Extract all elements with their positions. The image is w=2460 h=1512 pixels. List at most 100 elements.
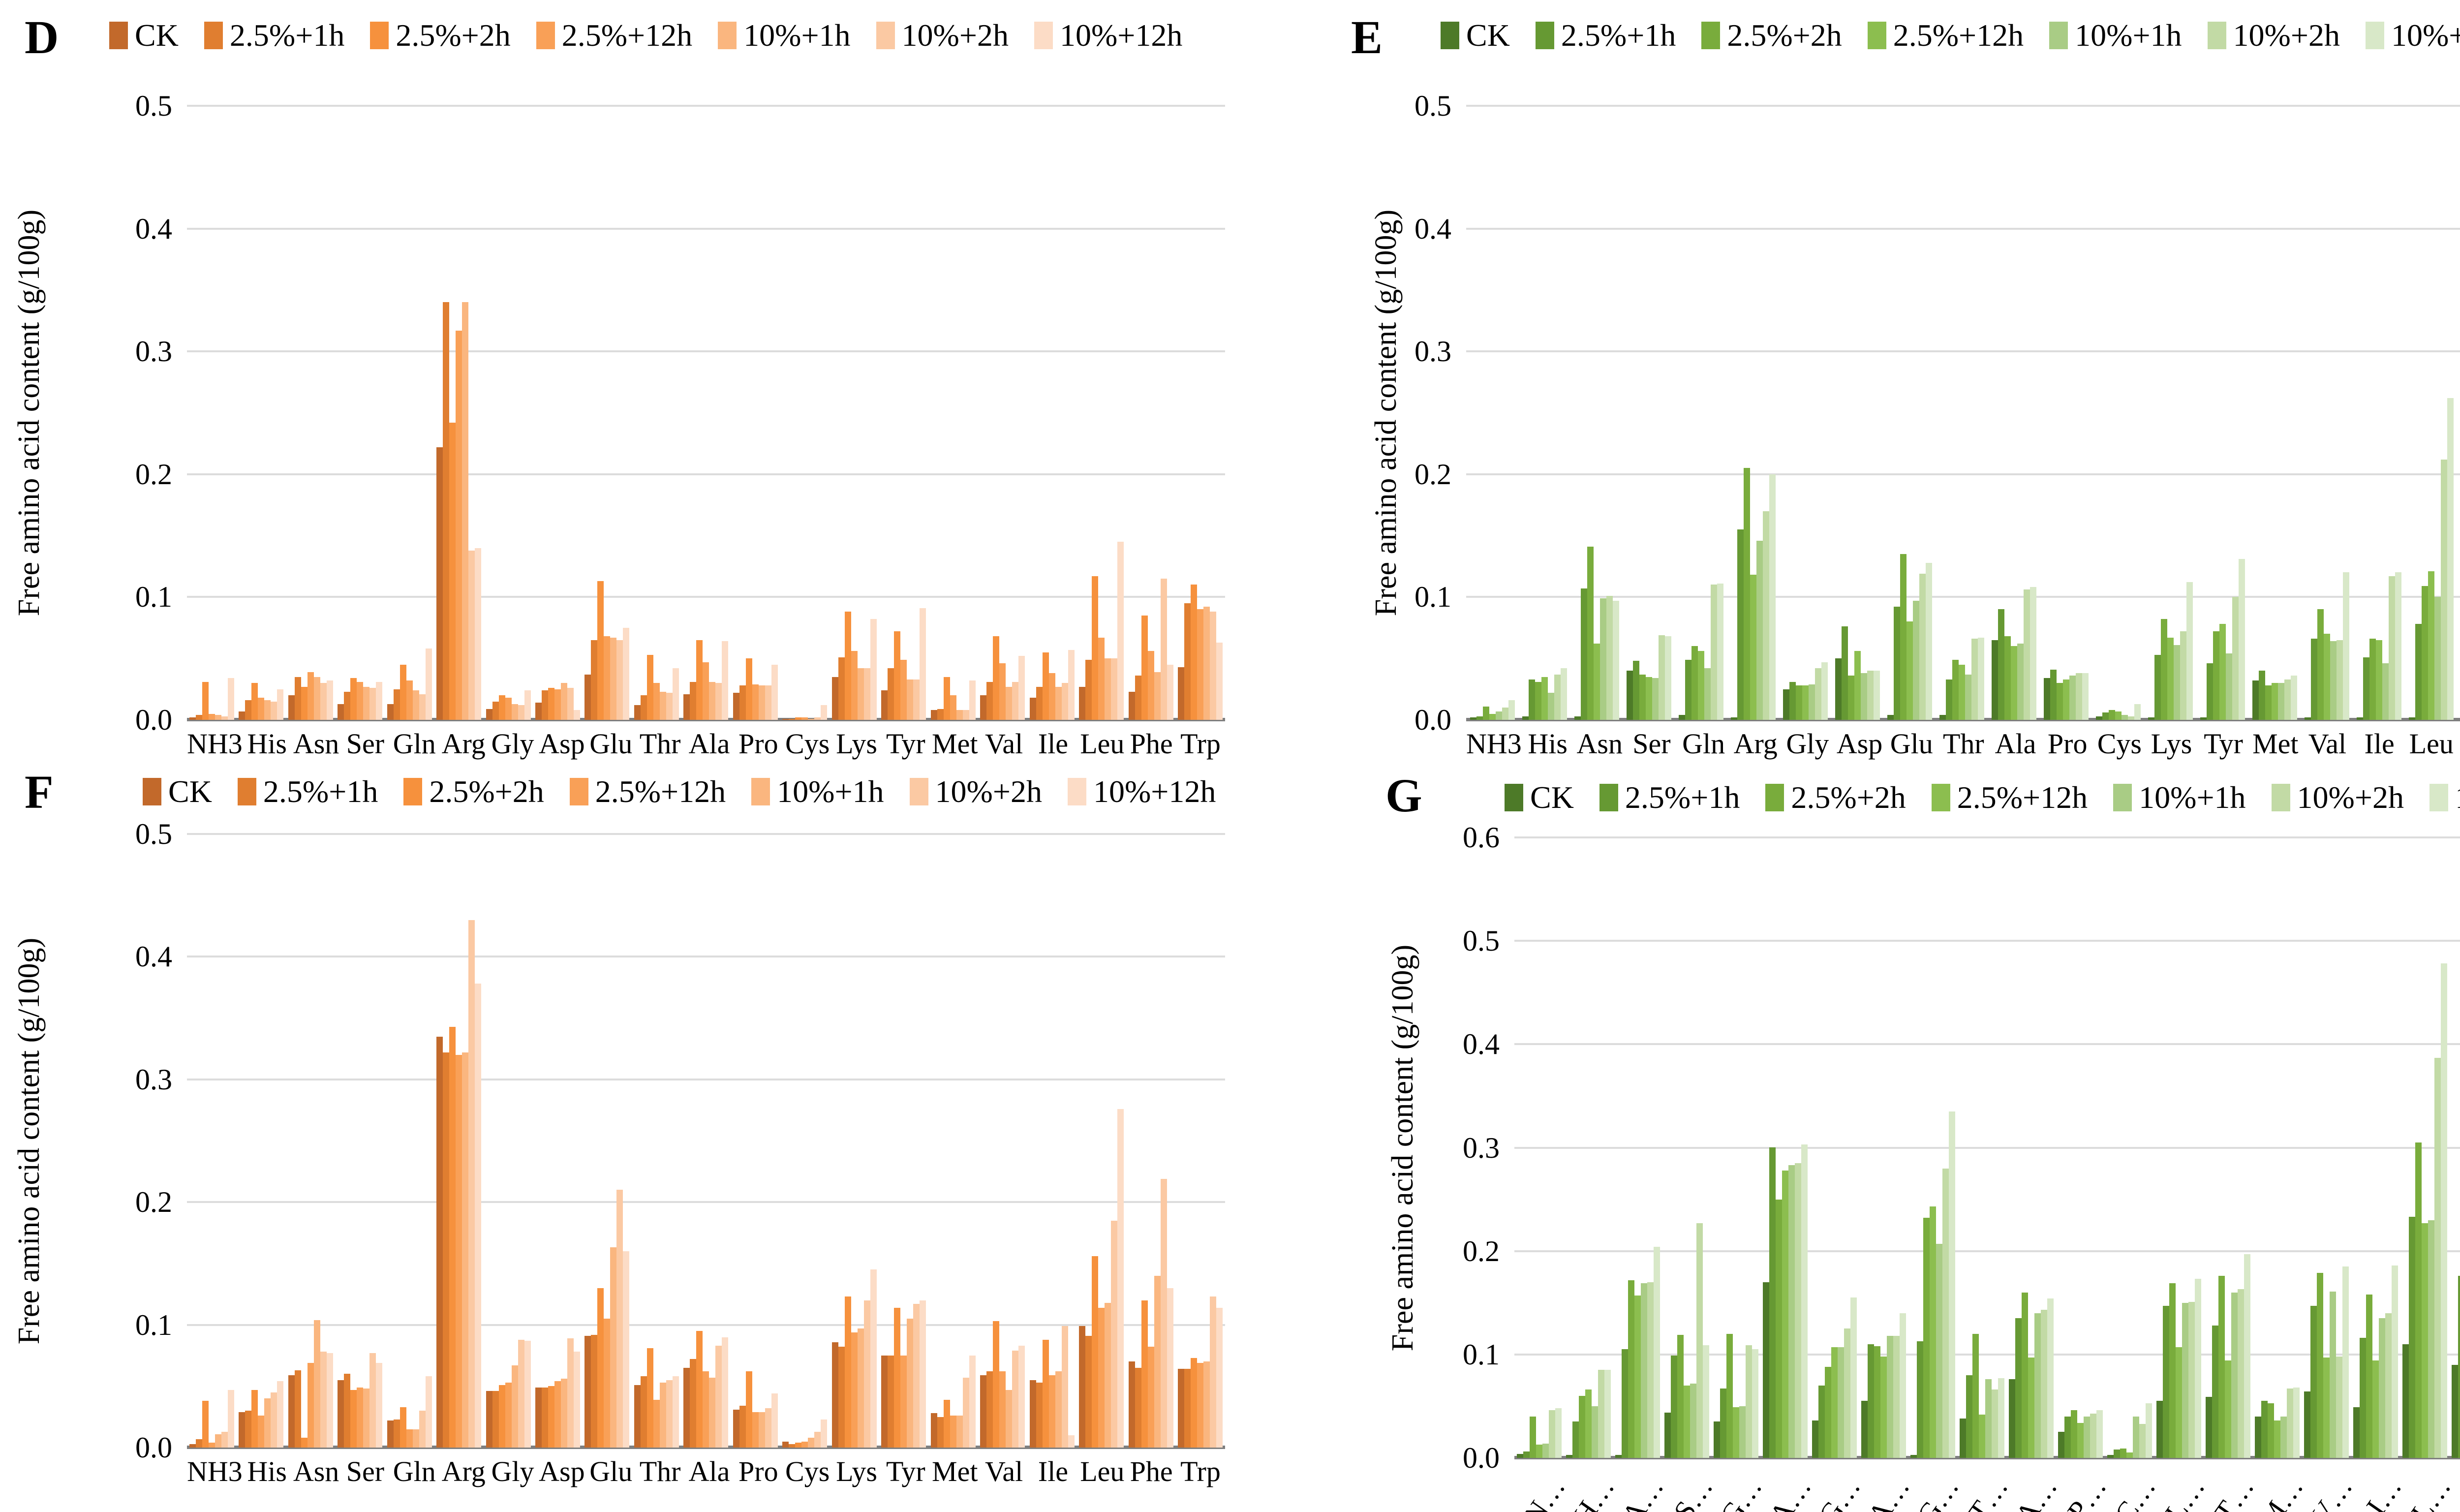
x-tick-label: A… bbox=[1861, 1471, 1916, 1512]
bar bbox=[888, 668, 894, 720]
bar bbox=[1678, 715, 1685, 720]
legend: CK 2.5%+1h 2.5%+2h 2.5%+12h 10%+1h 10%+2h 10%+… bbox=[1505, 782, 2460, 813]
legend-label: 2.5%+2h bbox=[1791, 780, 1906, 815]
bar-group-Ala bbox=[681, 106, 731, 720]
bar bbox=[301, 1438, 308, 1448]
bar bbox=[1029, 1380, 1036, 1448]
legend-item-2.5%+12h: 2.5%+12h bbox=[536, 20, 692, 51]
x-tick-label: M… bbox=[2252, 1471, 2309, 1512]
panel-D: D CK 2.5%+1h 2.5%+2h 2.5%+12h 10%+1h 10%+2h 10%… bbox=[0, 0, 1293, 758]
gridline bbox=[187, 350, 1225, 353]
legend-swatch-icon bbox=[1599, 784, 1618, 811]
bar bbox=[524, 1341, 531, 1448]
bar bbox=[2077, 1423, 2084, 1458]
x-tick-label: N… bbox=[1517, 1471, 1571, 1512]
x-tick-label: Asp bbox=[539, 728, 585, 760]
bar-groups bbox=[1514, 837, 2460, 1458]
legend-swatch-icon bbox=[718, 22, 737, 49]
bar bbox=[1936, 1244, 1942, 1458]
y-axis-title: Free amino acid content (g/100g) bbox=[12, 209, 46, 617]
legend-swatch-icon bbox=[1067, 778, 1086, 805]
bar bbox=[900, 1356, 907, 1448]
bar-group-Thr bbox=[632, 106, 681, 720]
bar bbox=[709, 1378, 716, 1448]
bar bbox=[1899, 1313, 1906, 1458]
bar bbox=[1555, 1408, 1562, 1458]
x-tick-label: Gly bbox=[1786, 728, 1829, 760]
bar-group-Glu bbox=[583, 834, 632, 1448]
bar bbox=[1006, 687, 1013, 720]
x-tick-label: Gln bbox=[393, 728, 436, 760]
bar bbox=[1730, 717, 1737, 720]
y-tick-label: 0.0 bbox=[135, 704, 172, 736]
bar bbox=[821, 705, 828, 720]
bar bbox=[2391, 1265, 2398, 1458]
y-tick-label: 0.1 bbox=[135, 581, 172, 614]
bar bbox=[518, 705, 524, 720]
bar bbox=[1604, 1370, 1611, 1458]
bar bbox=[870, 619, 877, 720]
bar bbox=[616, 1190, 623, 1448]
x-tick-label: Cys bbox=[785, 1455, 830, 1487]
bar bbox=[610, 1247, 617, 1448]
bar-group-Tyr bbox=[879, 106, 928, 720]
bar bbox=[393, 1419, 400, 1448]
bar bbox=[758, 1412, 765, 1448]
bar bbox=[1632, 661, 1639, 720]
bar bbox=[993, 1321, 1000, 1448]
bar bbox=[2090, 1414, 2096, 1458]
bar bbox=[2372, 1360, 2379, 1458]
bar bbox=[1048, 1375, 1055, 1448]
bar bbox=[739, 1406, 746, 1448]
bar bbox=[1135, 1368, 1141, 1448]
bar bbox=[1528, 679, 1535, 720]
bar bbox=[2023, 589, 2030, 720]
legend-swatch-icon bbox=[2365, 22, 2384, 49]
bar bbox=[1835, 658, 1842, 720]
x-tick-label: G… bbox=[1812, 1471, 1867, 1512]
bar bbox=[2267, 1403, 2274, 1458]
bar bbox=[2162, 1306, 2169, 1458]
bar bbox=[950, 1416, 956, 1448]
bar bbox=[771, 1393, 778, 1448]
x-tick-label: Ala bbox=[688, 1455, 730, 1487]
bar bbox=[2359, 1338, 2366, 1458]
x-axis-labels: NH3 His Asn Ser Gln Arg Gly Asp Glu Thr Ala Pro Cys L… bbox=[187, 730, 1225, 758]
bar-group-G… bbox=[1711, 837, 1760, 1458]
bar bbox=[2180, 631, 2186, 720]
legend-swatch-icon bbox=[1701, 22, 1721, 49]
bar bbox=[795, 717, 802, 720]
bar bbox=[1117, 1109, 1124, 1448]
legend-swatch-icon bbox=[2207, 22, 2226, 49]
bar-group-T… bbox=[2203, 837, 2252, 1458]
bar-group-Leu bbox=[1076, 834, 1126, 1448]
bar bbox=[1841, 626, 1848, 720]
bar bbox=[597, 581, 604, 720]
x-tick-label: Phe bbox=[1130, 1455, 1173, 1487]
bar bbox=[288, 1375, 295, 1448]
bar bbox=[1036, 1383, 1043, 1448]
bar bbox=[2095, 716, 2102, 720]
gridline bbox=[1514, 1353, 2460, 1356]
bar bbox=[1645, 677, 1652, 720]
bar bbox=[1756, 541, 1763, 720]
bar bbox=[1762, 511, 1769, 720]
bar-group-Met bbox=[928, 106, 978, 720]
bar bbox=[1697, 651, 1704, 720]
bar bbox=[338, 1380, 344, 1448]
bar bbox=[492, 702, 499, 720]
x-tick-label: Leu bbox=[1080, 1455, 1125, 1487]
bar bbox=[659, 692, 666, 720]
bar bbox=[930, 710, 937, 720]
bar bbox=[1548, 1410, 1555, 1458]
y-tick-label: 0.1 bbox=[135, 1308, 172, 1341]
bar bbox=[412, 1429, 419, 1448]
bar bbox=[907, 1319, 914, 1448]
bar bbox=[406, 680, 413, 720]
bar bbox=[2353, 1407, 2360, 1458]
bar bbox=[2121, 715, 2128, 720]
bar bbox=[888, 1356, 894, 1448]
bar bbox=[1547, 693, 1554, 720]
x-tick-label: Phe bbox=[2458, 730, 2460, 758]
